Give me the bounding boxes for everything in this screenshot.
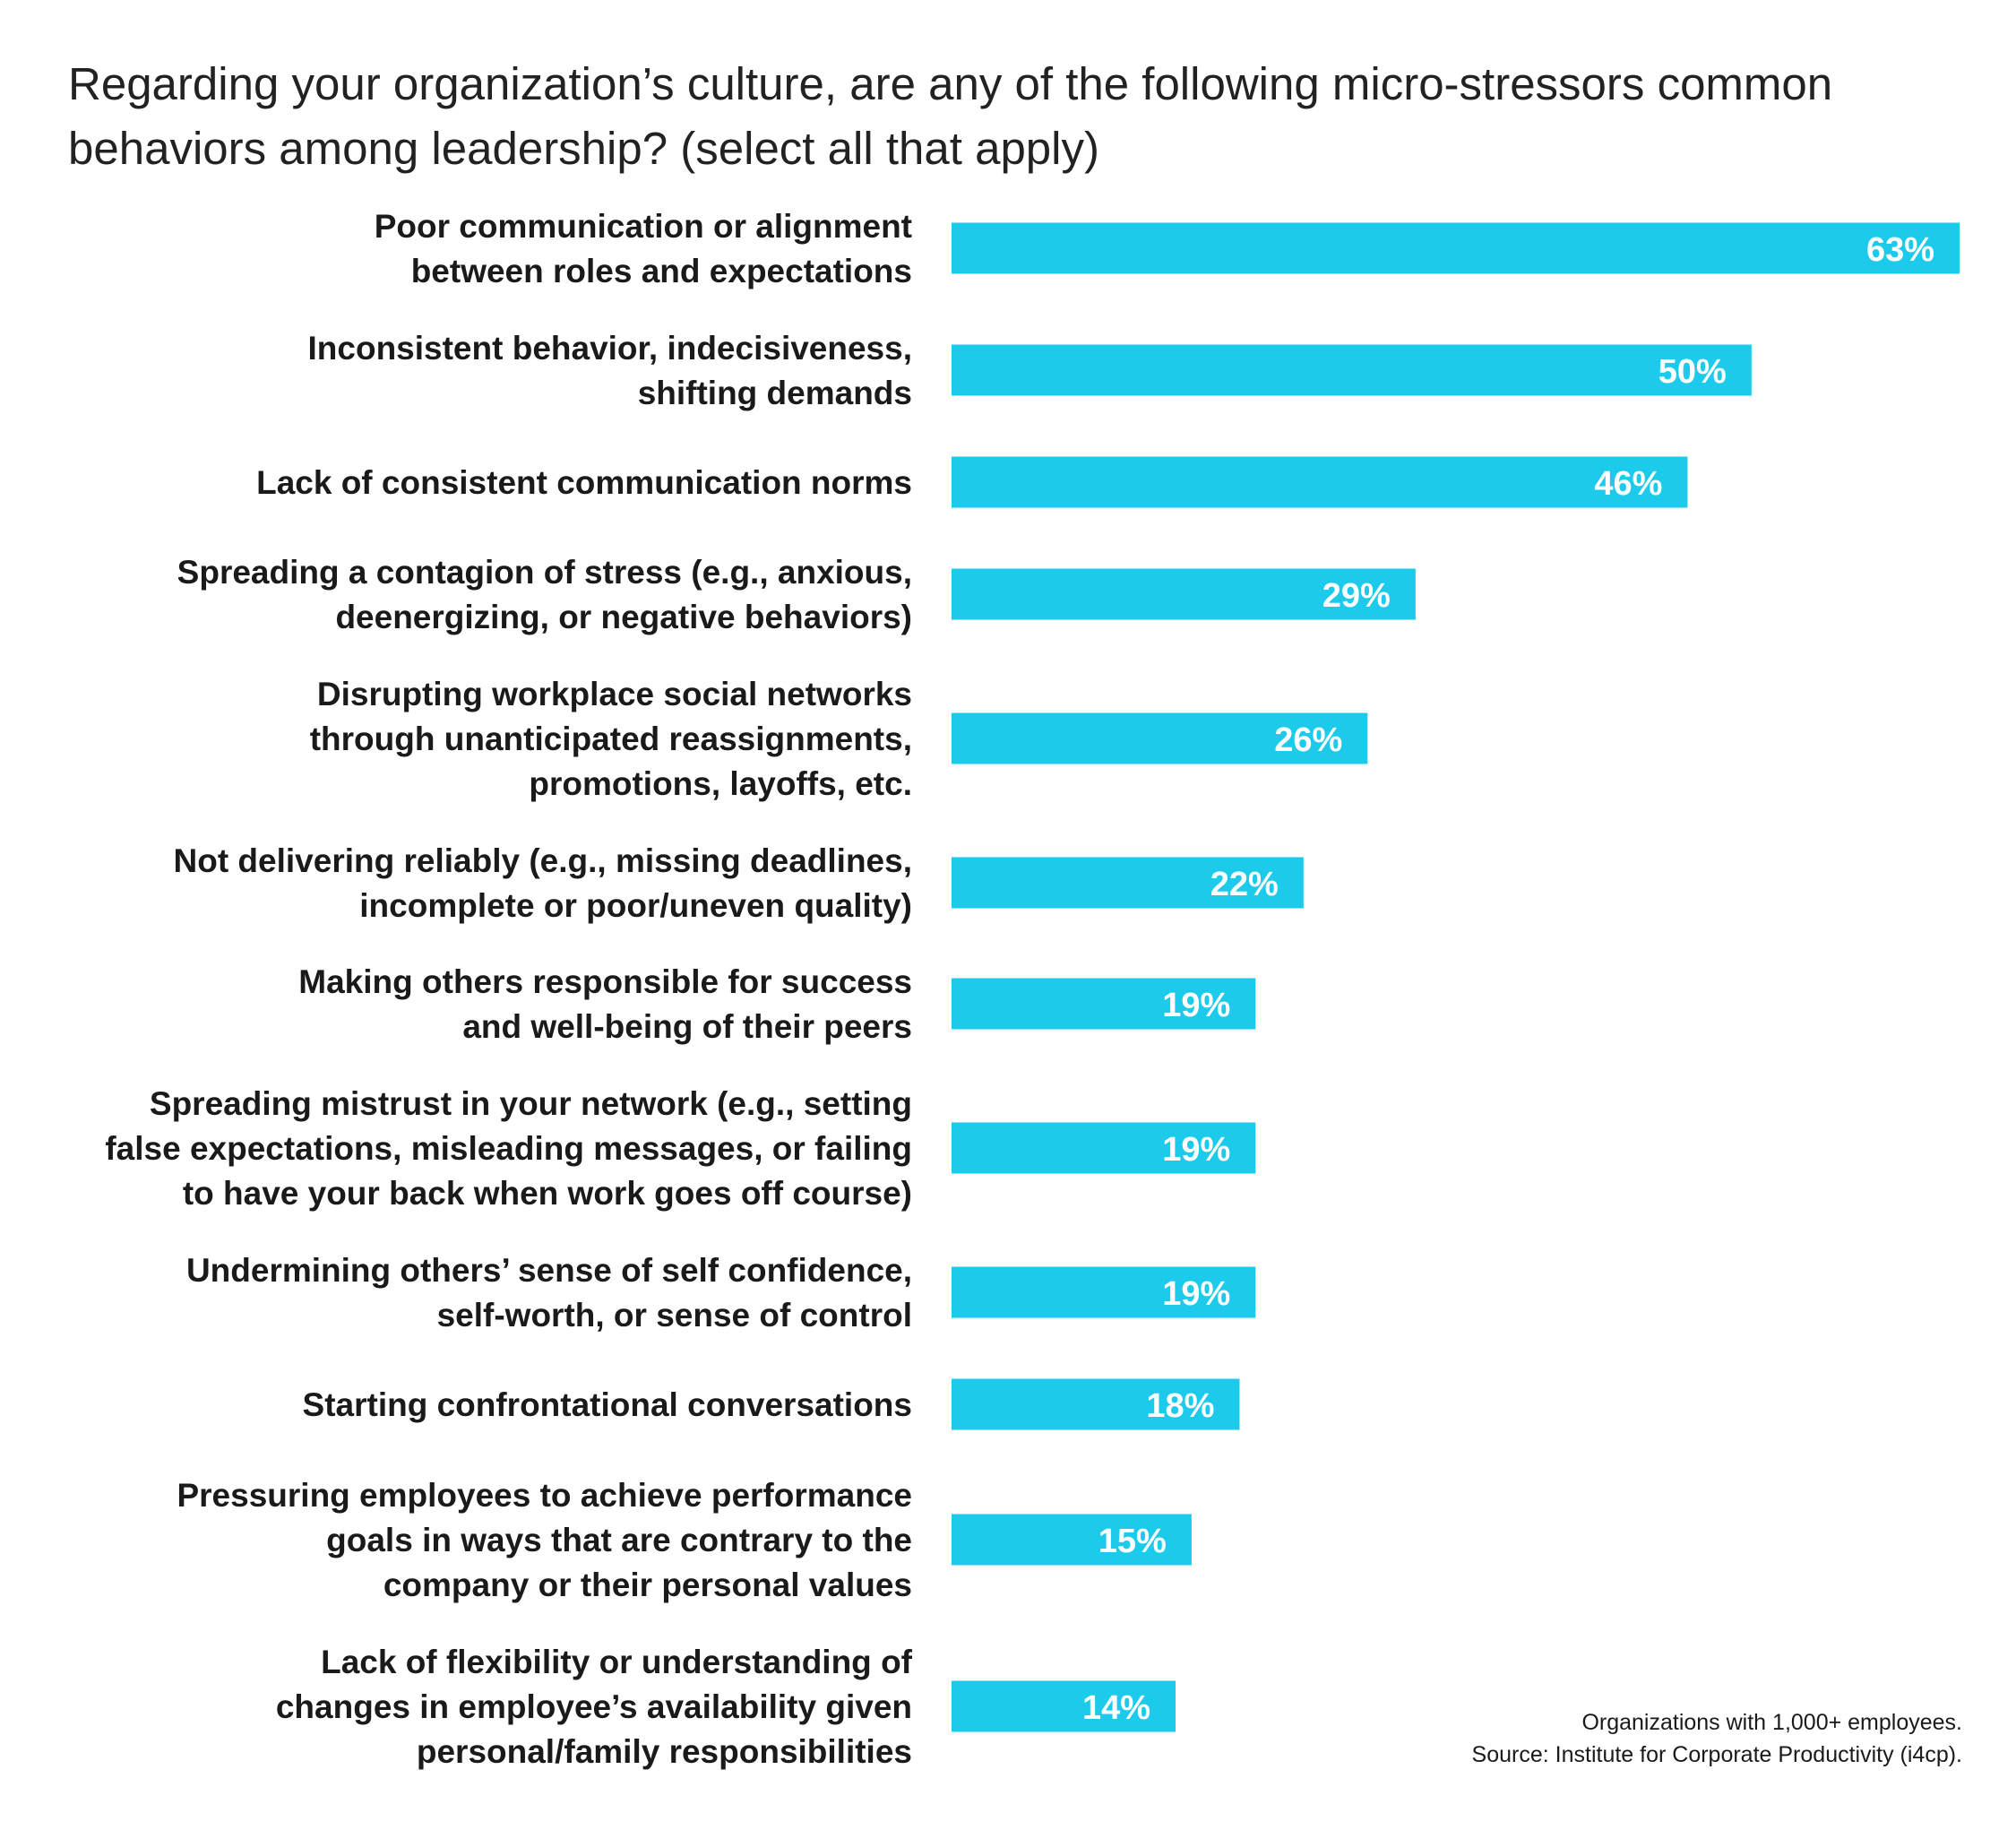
value-label-12: 14%	[1082, 1689, 1150, 1727]
value-label-6: 22%	[1210, 866, 1279, 903]
category-label-line: self-worth, or sense of control	[437, 1297, 912, 1334]
category-label-line: personal/family responsibilities	[417, 1733, 912, 1770]
category-label-line: deenergizing, or negative behaviors)	[335, 599, 912, 635]
category-label-line: and well-being of their peers	[462, 1008, 912, 1045]
category-label-10: Starting confrontational conversations	[303, 1386, 912, 1423]
source-note: Source: Institute for Corporate Producti…	[1471, 1742, 1962, 1767]
category-label-line: Spreading mistrust in your network (e.g.…	[150, 1085, 912, 1122]
category-label-2: Inconsistent behavior, indecisiveness, sh…	[308, 330, 912, 411]
category-label-line: through unanticipated reassignments,	[310, 721, 912, 757]
category-label-line: shifting demands	[638, 375, 912, 411]
category-label-line: Lack of consistent communication norms	[256, 464, 912, 501]
category-label-line: Starting confrontational conversations	[303, 1386, 912, 1423]
value-label-7: 19%	[1162, 987, 1230, 1024]
category-label-line: promotions, layoffs, etc.	[529, 765, 912, 802]
value-label-11: 15%	[1098, 1523, 1167, 1560]
category-label-line: Lack of flexibility or understanding of	[321, 1644, 913, 1680]
bar-2	[952, 344, 1752, 396]
category-label-line: Pressuring employees to achieve performa…	[177, 1477, 912, 1514]
category-label-line: Disrupting workplace social networks	[317, 676, 912, 712]
value-label-5: 26%	[1274, 721, 1342, 759]
value-label-2: 50%	[1658, 353, 1727, 391]
category-label-7: Making others responsible for success and…	[298, 963, 912, 1045]
category-label-line: goals in ways that are contrary to the	[326, 1522, 912, 1558]
category-label-5: Disrupting workplace social networks thro…	[310, 676, 912, 802]
value-label-10: 18%	[1146, 1387, 1214, 1425]
bar-8	[952, 1122, 1256, 1174]
category-label-line: Not delivering reliably (e.g., missing d…	[174, 842, 913, 879]
value-label-1: 63%	[1866, 231, 1934, 269]
bar-4	[952, 568, 1416, 620]
bar-3	[952, 456, 1688, 508]
category-label-line: Inconsistent behavior, indecisiveness,	[308, 330, 912, 367]
category-label-4: Spreading a contagion of stress (e.g., a…	[177, 554, 912, 635]
category-label-9: Undermining others’ sense of self confid…	[186, 1252, 912, 1334]
category-label-12: Lack of flexibility or understanding of c…	[276, 1644, 913, 1770]
value-label-4: 29%	[1322, 577, 1391, 615]
category-label-3: Lack of consistent communication norms	[256, 464, 912, 501]
category-label-line: Making others responsible for success	[298, 963, 912, 1000]
value-label-8: 19%	[1162, 1131, 1230, 1169]
category-label-line: Undermining others’ sense of self confid…	[186, 1252, 912, 1289]
category-label-6: Not delivering reliably (e.g., missing d…	[174, 842, 913, 924]
bar-12	[952, 1680, 1176, 1732]
bars-layer	[952, 222, 1960, 1732]
category-label-8: Spreading mistrust in your network (e.g.…	[105, 1085, 912, 1212]
chart-title: Regarding your organization’s culture, a…	[68, 58, 1833, 174]
bar-9	[952, 1266, 1256, 1318]
category-label-line: to have your back when work goes off cou…	[183, 1175, 912, 1212]
bar-10	[952, 1378, 1240, 1430]
category-label-1: Poor communication or alignment between r…	[375, 208, 912, 289]
category-label-line: false expectations, misleading messages,…	[105, 1130, 912, 1167]
value-labels-layer: 63% 50% 46% 29% 26% 22% 19% 19% 19% 18% 15% 14%	[1082, 231, 1934, 1727]
category-label-line: company or their personal values	[383, 1567, 912, 1603]
bar-1	[952, 222, 1960, 274]
category-label-line: incomplete or poor/uneven quality)	[359, 887, 912, 924]
value-label-3: 46%	[1594, 465, 1662, 503]
bar-6	[952, 857, 1304, 909]
bar-11	[952, 1514, 1192, 1566]
bar-5	[952, 712, 1368, 764]
category-label-line: Poor communication or alignment	[375, 208, 912, 245]
category-label-line: changes in employee’s availability given	[276, 1688, 912, 1725]
category-label-11: Pressuring employees to achieve performa…	[177, 1477, 912, 1603]
category-label-line: Spreading a contagion of stress (e.g., a…	[177, 554, 912, 591]
bar-7	[952, 978, 1256, 1030]
sample-note: Organizations with 1,000+ employees.	[1581, 1710, 1962, 1735]
category-labels-layer: Poor communication or alignment between r…	[105, 208, 912, 1770]
category-label-line: between roles and expectations	[411, 253, 912, 289]
value-label-9: 19%	[1162, 1275, 1230, 1313]
